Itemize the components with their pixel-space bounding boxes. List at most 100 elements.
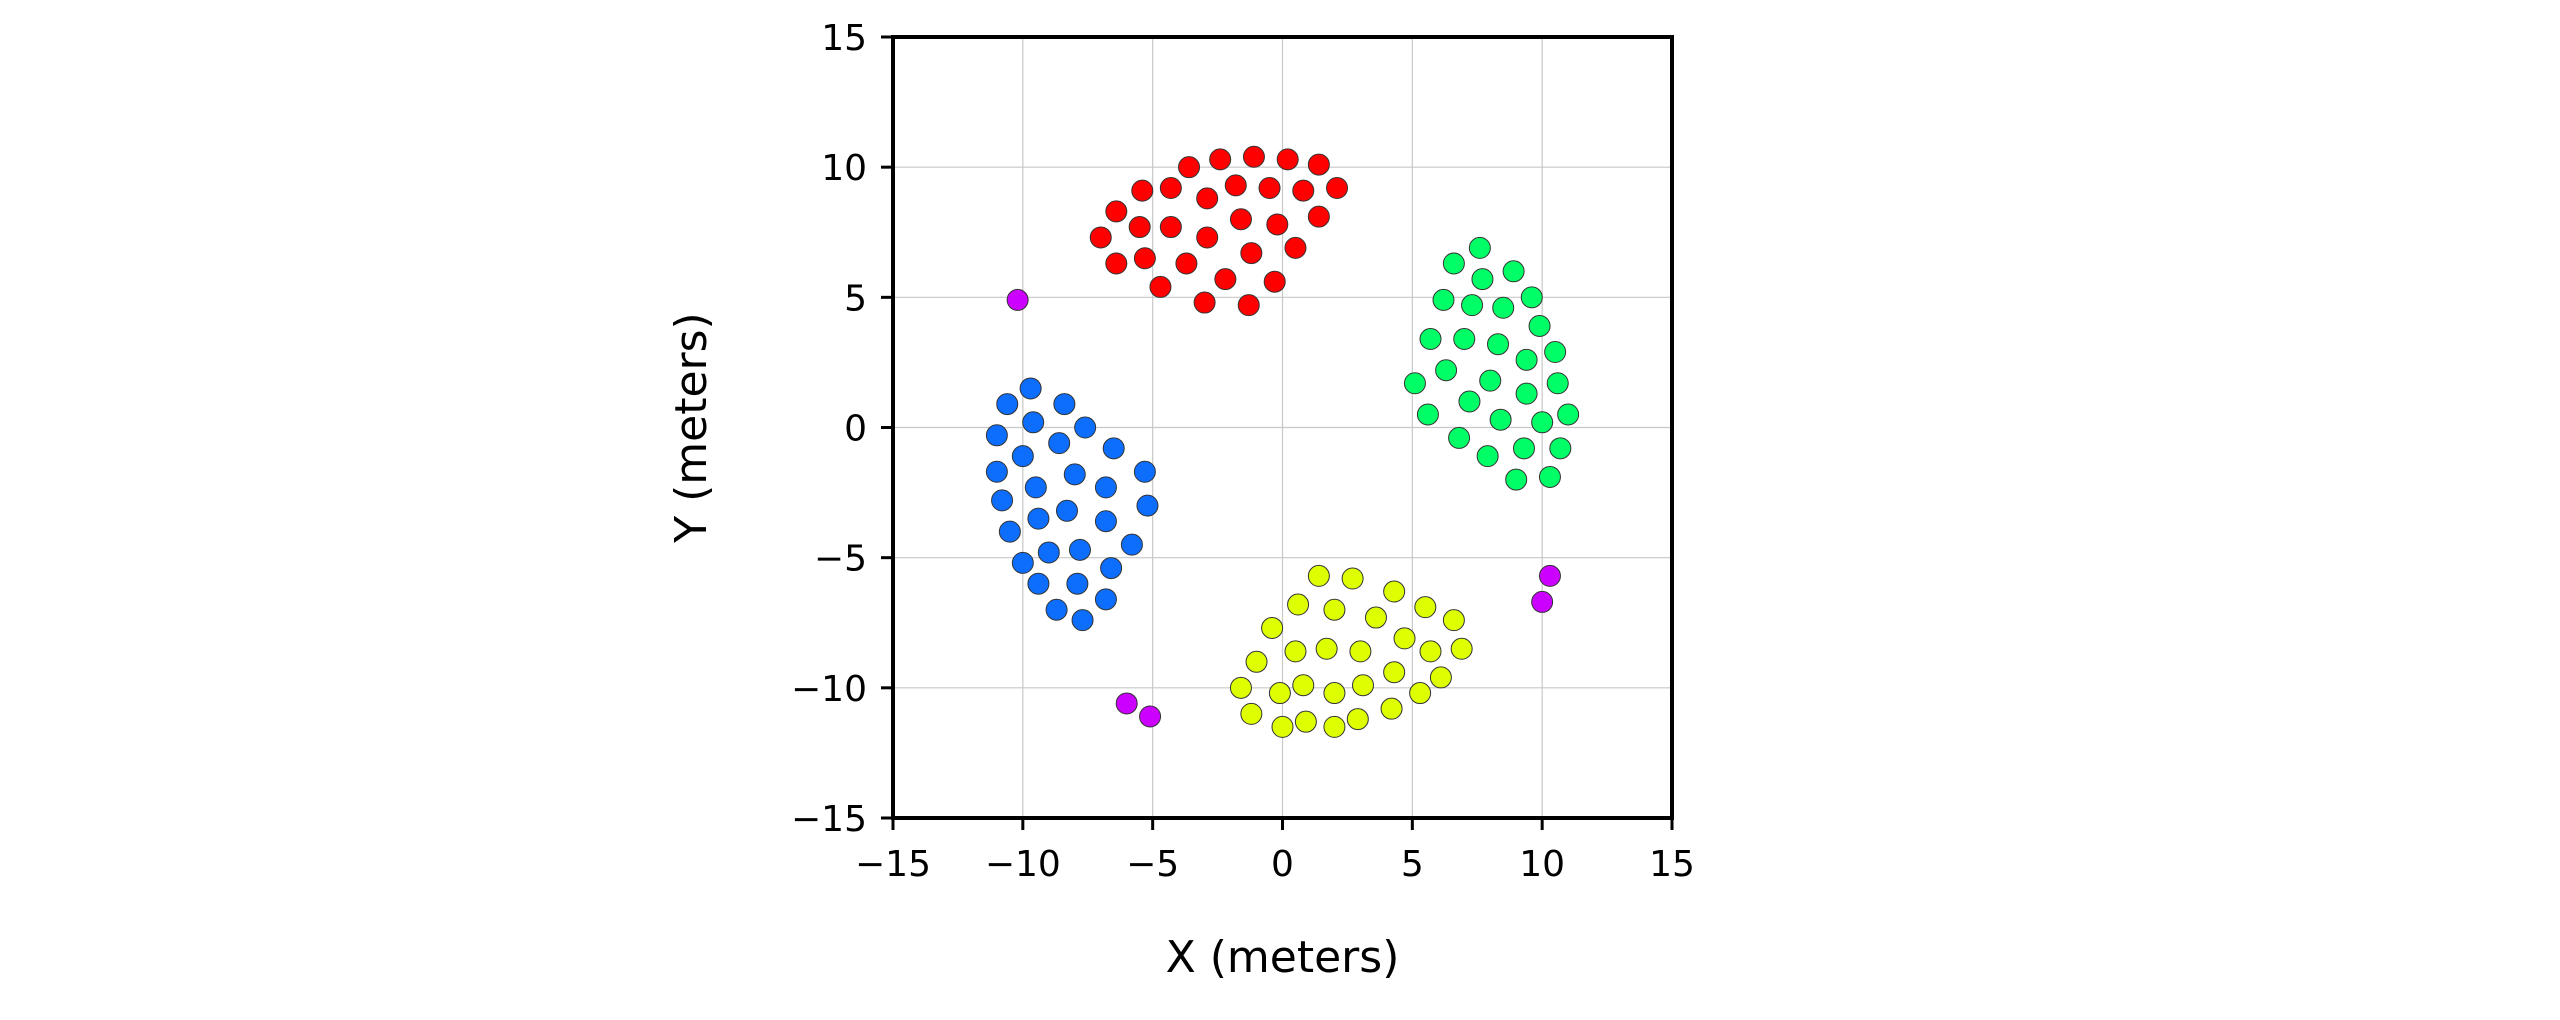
data-point-series-5 <box>1115 692 1138 715</box>
data-point-series-2 <box>1492 296 1515 319</box>
data-point-series-5 <box>1006 288 1029 311</box>
data-point-series-4 <box>1245 650 1268 673</box>
data-point-series-4 <box>1450 637 1473 660</box>
data-point-series-3 <box>985 460 1008 483</box>
data-point-series-2 <box>1528 314 1551 337</box>
data-point-series-2 <box>1432 288 1455 311</box>
data-point-series-3 <box>1024 476 1047 499</box>
data-point-series-3 <box>1045 598 1068 621</box>
axis-ticks: −15 −10 −5 0 5 10 15 −15 −10 −5 0 5 10 15 <box>791 18 1695 885</box>
data-point-series-4 <box>1346 708 1369 731</box>
data-point-series-3 <box>991 489 1014 512</box>
data-point-series-1 <box>1266 213 1289 236</box>
data-point-series-2 <box>1487 333 1510 356</box>
data-point-series-2 <box>1453 327 1476 350</box>
data-point-series-2 <box>1471 268 1494 291</box>
data-point-series-3 <box>1102 437 1125 460</box>
data-point-series-1 <box>1224 174 1247 197</box>
data-point-series-1 <box>1326 176 1349 199</box>
data-point-series-3 <box>1133 460 1156 483</box>
data-point-series-4 <box>1349 640 1372 663</box>
data-point-series-1 <box>1178 156 1201 179</box>
data-point-series-2 <box>1512 437 1535 460</box>
data-point-series-2 <box>1544 341 1567 364</box>
data-point-series-2 <box>1538 465 1561 488</box>
x-tick-label: −15 <box>855 844 931 885</box>
data-point-series-3 <box>998 520 1021 543</box>
data-point-series-4 <box>1315 637 1338 660</box>
data-point-series-2 <box>1557 403 1580 426</box>
data-point-series-4 <box>1271 715 1294 738</box>
data-point-series-3 <box>1120 533 1143 556</box>
data-point-series-4 <box>1323 715 1346 738</box>
data-point-series-2 <box>1515 382 1538 405</box>
data-point-series-4 <box>1294 710 1317 733</box>
data-point-series-2 <box>1502 260 1525 283</box>
data-point-series-2 <box>1403 372 1426 395</box>
data-point-series-3 <box>1053 393 1076 416</box>
data-point-series-3 <box>1100 557 1123 580</box>
data-point-series-4 <box>1284 640 1307 663</box>
data-point-series-4 <box>1229 676 1252 699</box>
data-point-series-3 <box>1019 377 1042 400</box>
data-point-series-3 <box>1071 609 1094 632</box>
data-point-series-4 <box>1383 661 1406 684</box>
data-point-series-1 <box>1196 226 1219 249</box>
x-axis-label: X (meters) <box>1166 932 1400 983</box>
data-point-series-1 <box>1276 148 1299 171</box>
data-point-series-3 <box>1011 551 1034 574</box>
data-point-series-1 <box>1159 176 1182 199</box>
data-point-series-4 <box>1380 697 1403 720</box>
data-point-series-3 <box>1037 541 1060 564</box>
data-point-series-2 <box>1468 236 1491 259</box>
data-point-series-5 <box>1531 590 1554 613</box>
data-point-series-5 <box>1139 705 1162 728</box>
data-point-series-1 <box>1193 291 1216 314</box>
data-point-series-4 <box>1383 580 1406 603</box>
data-point-series-3 <box>1011 445 1034 468</box>
data-point-series-3 <box>1068 538 1091 561</box>
data-point-series-3 <box>1074 416 1097 439</box>
data-point-series-2 <box>1505 468 1528 491</box>
data-point-series-1 <box>1214 268 1237 291</box>
data-point-series-1 <box>1258 176 1281 199</box>
data-point-series-4 <box>1323 682 1346 705</box>
x-tick-label: 15 <box>1649 844 1695 885</box>
y-tick-label: −5 <box>814 539 867 580</box>
data-point-series-4 <box>1323 598 1346 621</box>
data-point-series-1 <box>1240 242 1263 265</box>
data-point-series-2 <box>1479 369 1502 392</box>
data-point-series-3 <box>996 393 1019 416</box>
x-tick-label: 0 <box>1271 844 1294 885</box>
data-point-series-1 <box>1196 187 1219 210</box>
data-point-series-4 <box>1268 682 1291 705</box>
data-point-series-2 <box>1435 359 1458 382</box>
data-point-series-3 <box>1063 463 1086 486</box>
data-point-series-3 <box>1094 588 1117 611</box>
data-point-series-2 <box>1546 372 1569 395</box>
y-tick-label: −15 <box>791 799 867 840</box>
data-point-series-4 <box>1429 666 1452 689</box>
y-axis-label: Y (meters) <box>666 312 717 543</box>
data-points <box>985 145 1580 738</box>
data-point-series-1 <box>1131 179 1154 202</box>
data-point-series-4 <box>1442 609 1465 632</box>
data-point-series-1 <box>1229 208 1252 231</box>
data-point-series-3 <box>1022 411 1045 434</box>
data-point-series-3 <box>1027 507 1050 530</box>
y-tick-label: −10 <box>791 669 867 710</box>
data-point-series-4 <box>1393 627 1416 650</box>
data-point-series-1 <box>1307 205 1330 228</box>
data-point-series-1 <box>1105 200 1128 223</box>
data-point-series-5 <box>1538 564 1561 587</box>
data-point-series-1 <box>1159 216 1182 239</box>
data-point-series-1 <box>1263 270 1286 293</box>
y-tick-label: 10 <box>821 148 867 189</box>
data-point-series-1 <box>1133 247 1156 270</box>
data-point-series-2 <box>1442 252 1465 275</box>
data-point-series-2 <box>1419 327 1442 350</box>
data-point-series-3 <box>1048 432 1071 455</box>
x-tick-label: 10 <box>1519 844 1565 885</box>
data-point-series-1 <box>1149 275 1172 298</box>
